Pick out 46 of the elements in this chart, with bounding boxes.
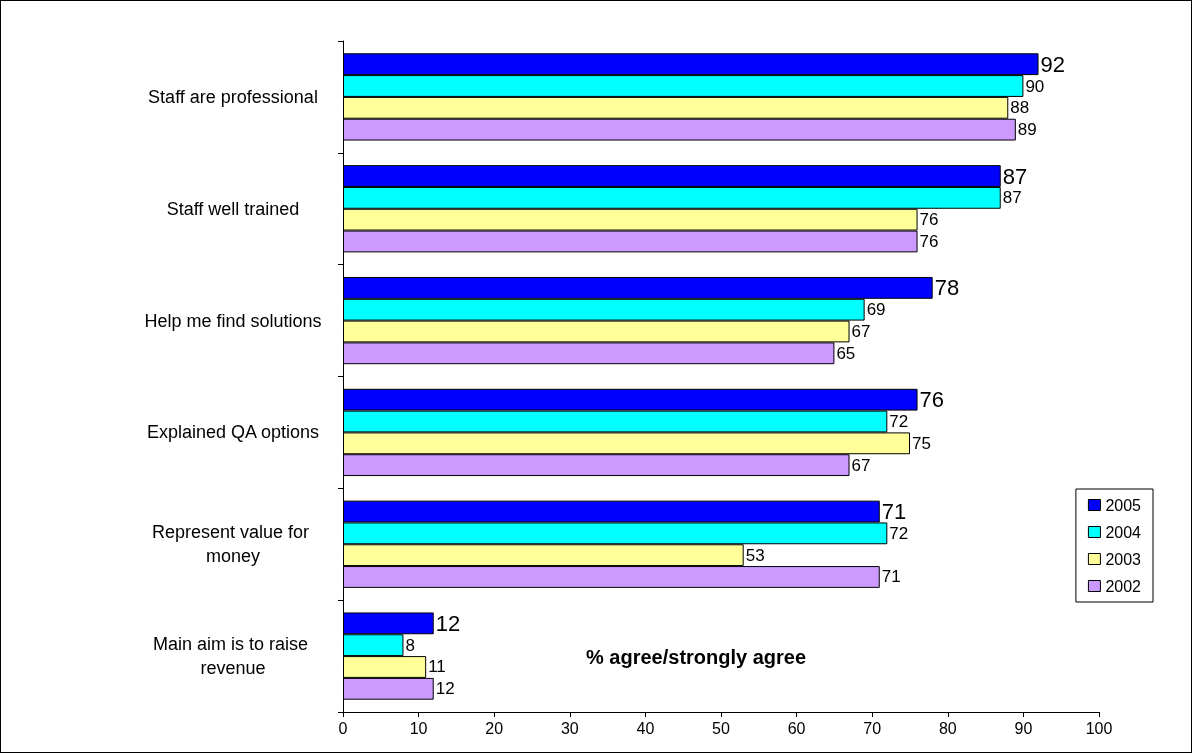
data-label: 90 [1025, 76, 1045, 96]
data-label: 75 [912, 433, 931, 453]
data-label: 72 [889, 412, 909, 432]
x-tick-label: 30 [560, 719, 579, 737]
y-tick-label: Staff are professional [148, 86, 318, 107]
data-label: 76 [919, 210, 939, 230]
legend-label: 2002 [1105, 577, 1142, 595]
x-tick-label: 20 [485, 719, 504, 737]
data-label: 87 [1002, 188, 1022, 208]
annotation: % agree/strongly agree [586, 646, 807, 668]
data-label: 67 [851, 455, 871, 475]
data-label: 72 [889, 523, 909, 543]
data-label: 92 [1040, 51, 1065, 77]
y-tick-label: Represent value for money [151, 522, 315, 567]
data-label: 12 [435, 610, 461, 636]
data-label: 71 [881, 499, 907, 525]
data-label: 87 [1002, 163, 1028, 189]
x-tick-label: 80 [938, 719, 957, 737]
data-label: 11 [428, 657, 446, 677]
x-tick-label: 70 [863, 719, 882, 737]
data-label: 12 [435, 679, 455, 699]
x-tick-label: 50 [712, 719, 730, 737]
data-label: 71 [881, 567, 901, 587]
legend-label: 2005 [1105, 496, 1142, 514]
y-tick-label: Explained QA options [146, 422, 320, 443]
data-label: 65 [836, 343, 856, 363]
x-tick-label: 10 [409, 719, 428, 737]
y-tick-label: Staff well trained [166, 198, 300, 219]
x-tick-label: 60 [787, 719, 806, 737]
y-tick-label: Help me find solutions [144, 310, 322, 331]
data-label: 76 [919, 387, 945, 413]
y-tick-label: Main aim is to raise revenue [152, 634, 314, 679]
x-tick-label: 90 [1014, 719, 1033, 737]
data-label: 8 [405, 635, 415, 655]
data-label: 67 [851, 321, 871, 341]
legend-label: 2003 [1105, 550, 1142, 568]
x-tick-label: 0 [338, 719, 348, 737]
data-label: 76 [919, 231, 939, 251]
data-label: 88 [1010, 98, 1030, 118]
data-label: 53 [745, 545, 765, 565]
data-label: 78 [934, 275, 960, 301]
data-label: 89 [1017, 120, 1037, 140]
x-tick-label: 40 [636, 719, 655, 737]
x-tick-label: 100 [1085, 719, 1113, 737]
legend-label: 2004 [1105, 523, 1142, 541]
data-label: 69 [866, 300, 886, 320]
